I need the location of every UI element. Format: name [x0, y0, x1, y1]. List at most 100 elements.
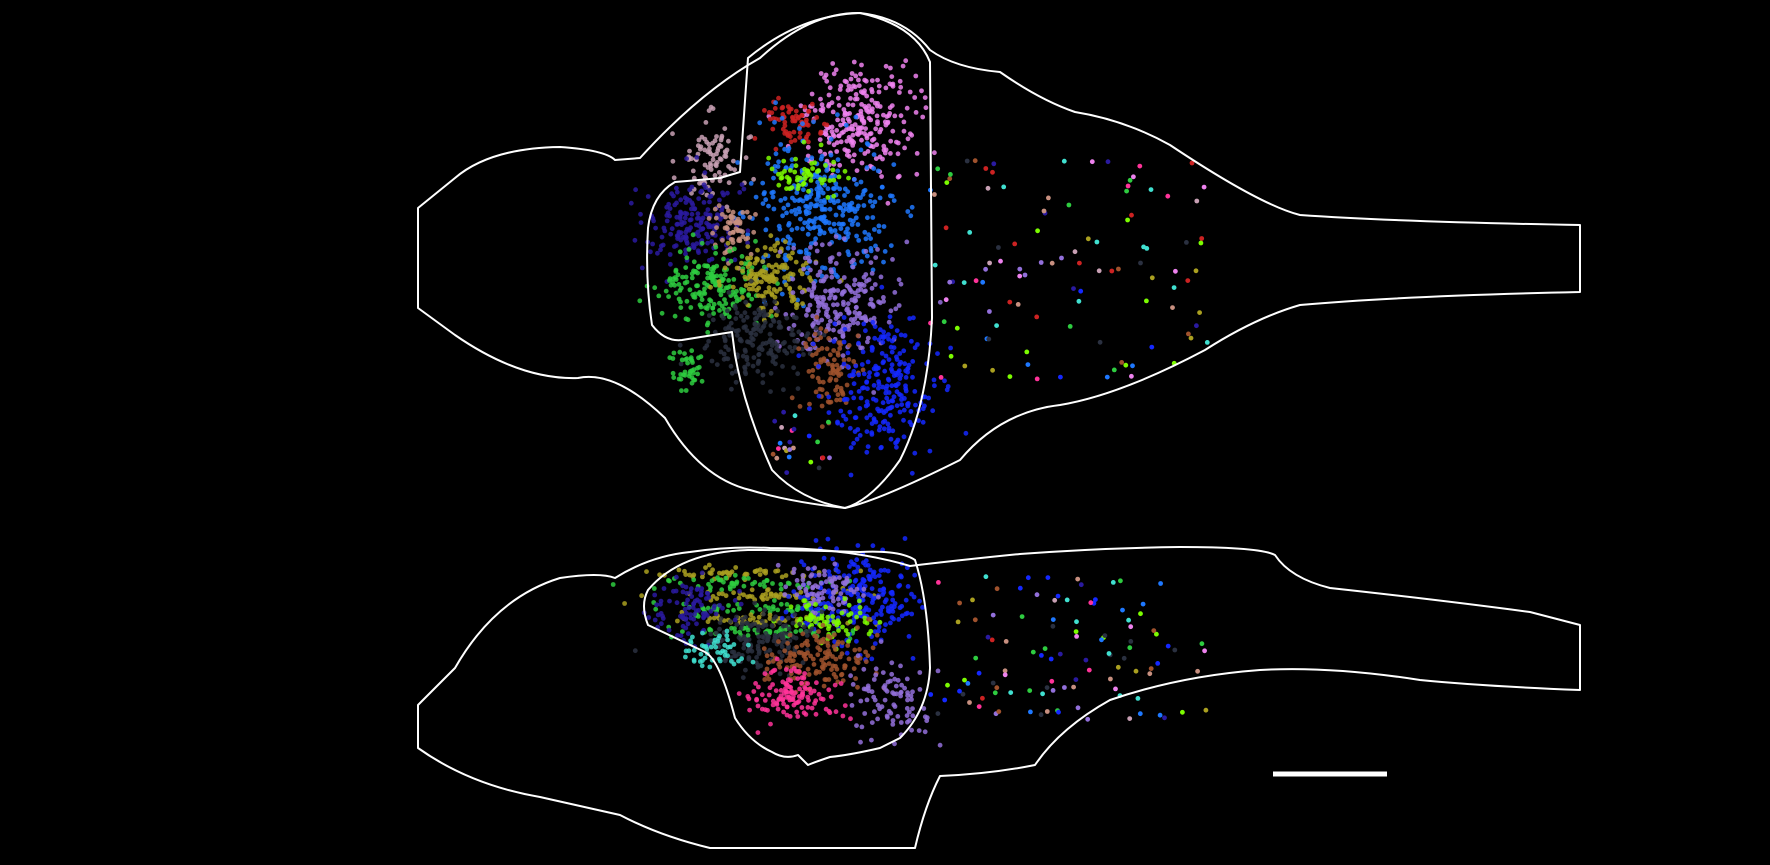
neuron-point — [856, 203, 861, 209]
neuron-point — [904, 239, 910, 245]
neuron-point — [1071, 286, 1076, 291]
neuron-point — [906, 709, 912, 715]
neuron-point — [799, 289, 805, 295]
neuron-point — [868, 131, 874, 136]
neuron-point — [865, 592, 871, 597]
neuron-point — [679, 219, 685, 225]
neuron-point — [841, 339, 847, 345]
neuron-point — [851, 372, 856, 378]
neuron-point — [887, 609, 892, 614]
dorsal-tectum-outline — [646, 12, 933, 509]
neuron-point — [847, 322, 852, 328]
neuron-point — [779, 574, 785, 580]
neuron-point — [859, 259, 864, 264]
neuron-point — [708, 284, 713, 290]
neuron-point — [794, 190, 800, 196]
neuron-point — [909, 697, 914, 702]
neuron-point — [851, 569, 857, 575]
neuron-point — [835, 370, 840, 376]
neuron-point — [831, 177, 837, 183]
neuron-point — [787, 447, 793, 452]
neuron-point — [838, 139, 844, 145]
neuron-point — [678, 372, 684, 377]
neuron-point — [887, 111, 893, 116]
neuron-point — [987, 260, 992, 266]
neuron-point — [851, 282, 857, 288]
neuron-point — [675, 633, 680, 638]
neuron-point — [766, 110, 772, 115]
neuron-point — [796, 183, 801, 188]
neuron-point — [804, 157, 810, 163]
neuron-point — [699, 570, 705, 576]
neuron-point — [1125, 217, 1130, 223]
neuron-point — [746, 655, 752, 660]
neuron-point — [834, 149, 840, 154]
neuron-point — [894, 444, 899, 450]
neuron-point — [898, 332, 904, 338]
neuron-point — [736, 651, 741, 657]
neuron-point — [789, 157, 795, 163]
neuron-point — [701, 200, 707, 205]
neuron-point — [766, 605, 772, 611]
neuron-point — [769, 190, 775, 196]
neuron-point — [823, 288, 828, 294]
neuron-point — [941, 319, 947, 325]
neuron-point — [888, 65, 893, 71]
neuron-point — [876, 229, 882, 234]
neuron-point — [776, 639, 781, 644]
neuron-point — [633, 187, 638, 193]
neuron-point — [907, 419, 913, 425]
neuron-point — [793, 629, 799, 634]
neuron-point — [910, 656, 916, 661]
neuron-point — [841, 129, 846, 135]
neuron-point — [658, 598, 664, 604]
neuron-point — [757, 582, 763, 588]
neuron-point — [876, 223, 882, 229]
neuron-point — [937, 742, 943, 748]
neuron-point — [873, 243, 878, 249]
neuron-point — [886, 319, 892, 325]
neuron-point — [809, 705, 815, 711]
neuron-point — [639, 593, 644, 599]
neuron-point — [944, 387, 950, 393]
neuron-point — [717, 197, 722, 203]
neuron-point — [876, 628, 881, 634]
neuron-point — [813, 619, 818, 625]
neuron-point — [903, 58, 909, 64]
neuron-point — [846, 612, 851, 618]
neuron-point — [976, 670, 982, 676]
neuron-point — [659, 621, 664, 627]
neuron-point — [866, 103, 872, 109]
neuron-point — [782, 262, 788, 268]
neuron-point — [655, 250, 660, 256]
neuron-point — [775, 706, 781, 712]
neuron-point — [695, 211, 701, 217]
neuron-point — [753, 681, 758, 686]
neuron-point — [990, 169, 995, 175]
neuron-point — [799, 705, 805, 710]
dorsal-neuron-points — [628, 58, 1210, 478]
neuron-point — [827, 635, 833, 640]
neuron-point — [962, 363, 968, 369]
neuron-point — [729, 386, 734, 392]
neuron-point — [679, 357, 685, 363]
neuron-point — [976, 704, 982, 709]
neuron-point — [1017, 266, 1023, 272]
neuron-point — [836, 628, 841, 633]
neuron-point — [808, 573, 814, 579]
neuron-point — [776, 264, 782, 270]
neuron-point — [865, 335, 871, 341]
neuron-point — [702, 291, 708, 296]
neuron-point — [747, 707, 752, 713]
neuron-point — [815, 652, 821, 658]
neuron-point — [875, 716, 880, 722]
neuron-point — [858, 345, 863, 351]
neuron-point — [846, 343, 852, 348]
neuron-point — [881, 112, 886, 118]
neuron-point — [854, 233, 859, 239]
neuron-point — [748, 255, 753, 261]
neuron-point — [777, 664, 783, 670]
neuron-point — [875, 77, 880, 83]
neuron-point — [917, 598, 922, 604]
dorsal-brain-outline — [417, 11, 1581, 509]
